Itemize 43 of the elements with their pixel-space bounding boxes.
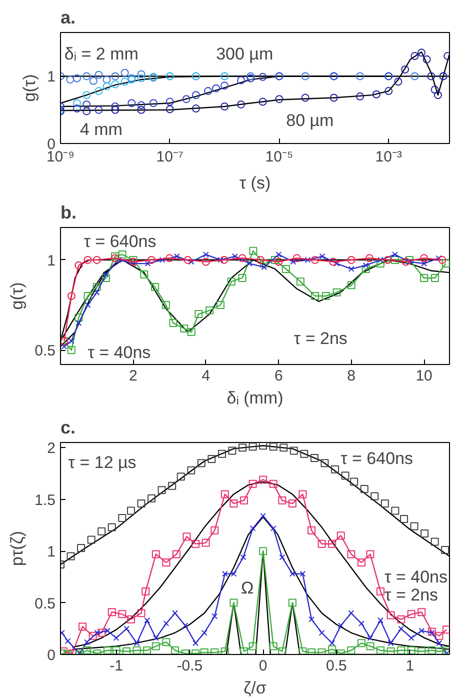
- x-tick-label: 10: [416, 368, 432, 384]
- x-tick-label: -0.5: [176, 658, 203, 674]
- y-tick-label: 0: [47, 647, 56, 664]
- y-tick-label: 1: [47, 544, 56, 561]
- annotation: 80 µm: [286, 111, 334, 130]
- annotation: Ω: [240, 578, 254, 598]
- chart-title: c.: [60, 418, 76, 438]
- y-axis-title: g(τ): [20, 74, 40, 102]
- y-axis-title: pτ(ζ): [8, 530, 27, 566]
- x-tick-label: 0: [258, 658, 268, 674]
- x-axis-title: δᵢ (mm): [226, 388, 284, 408]
- annotation: τ = 40ns: [384, 568, 448, 587]
- annotation: τ = 640ns: [84, 232, 156, 251]
- chart-title: b.: [60, 202, 76, 222]
- annotation: τ = 12 µs: [68, 453, 136, 472]
- annotation: 300 µm: [216, 44, 274, 64]
- x-tick-label: 4: [202, 368, 210, 384]
- x-axis-title: ζ/σ: [244, 678, 267, 698]
- y-tick-label: 0.5: [34, 342, 56, 360]
- x-tick-label: 0.5: [326, 658, 347, 674]
- x-tick-label: 2: [129, 368, 138, 384]
- annotation: τ = 2ns: [384, 586, 438, 605]
- x-tick-label: 10⁻⁷: [156, 148, 184, 166]
- annotation: τ = 40ns: [88, 342, 151, 362]
- annotation: 4 mm: [80, 120, 122, 140]
- x-tick-label: 10⁻³: [375, 148, 402, 166]
- y-tick-label: 1.5: [34, 492, 56, 509]
- y-tick-label: 0.5: [34, 595, 56, 612]
- annotation: δᵢ = 2 mm: [64, 44, 138, 64]
- y-tick-label: 2: [47, 440, 56, 458]
- y-axis-title: g(τ): [8, 282, 27, 310]
- x-tick-label: 8: [347, 368, 356, 384]
- x-tick-label: 1: [406, 658, 414, 674]
- chart-title: a.: [60, 8, 76, 28]
- x-axis-title: τ (s): [239, 174, 271, 192]
- y-tick-label: 1: [47, 252, 56, 270]
- annotation: τ = 2ns: [294, 329, 348, 348]
- x-tick-label: 10⁻⁵: [265, 148, 294, 166]
- y-tick-label: 1: [47, 68, 56, 86]
- annotation: τ = 640ns: [340, 448, 413, 468]
- x-tick-label: 6: [274, 368, 283, 384]
- x-tick-label: -1: [110, 658, 123, 674]
- x-tick-label: 10⁻⁹: [46, 148, 75, 166]
